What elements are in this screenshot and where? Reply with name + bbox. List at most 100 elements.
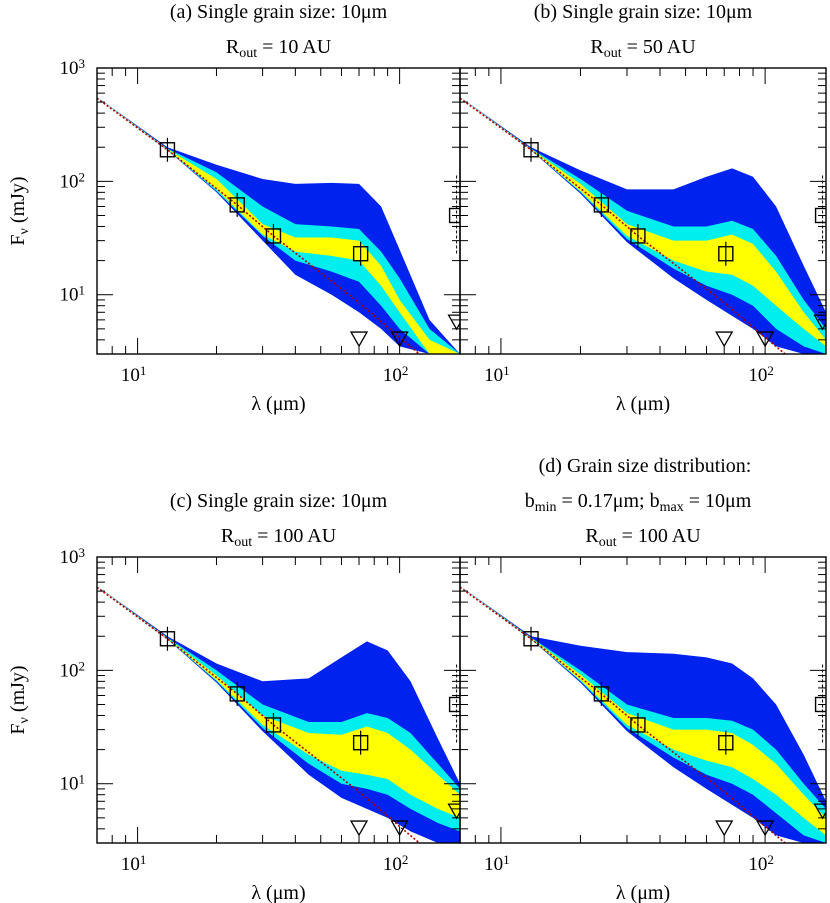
upper-limit	[715, 331, 734, 348]
upper-limit	[715, 820, 734, 837]
y-tick-label-part: 10	[60, 285, 79, 306]
x-tick-label: 102	[748, 363, 774, 386]
title-line-2-part: R	[585, 525, 599, 547]
x-tick-label: 101	[484, 852, 510, 875]
title-line-1-part: = 10μm	[684, 490, 752, 512]
y-tick-label-part: 2	[79, 170, 86, 185]
x-tick-label-part: 10	[383, 854, 402, 875]
ticks	[459, 556, 826, 844]
offscale-point	[448, 207, 460, 224]
y-tick-label-part: 10	[60, 774, 79, 795]
x-tick-label: 101	[121, 852, 147, 875]
x-tick-label: 102	[383, 852, 409, 875]
data-point	[523, 631, 539, 647]
y-axis-label-part: ν	[17, 717, 32, 723]
x-axis-label: λ (μm)	[616, 882, 670, 903]
title-line-2-part: = 10 AU	[257, 36, 332, 58]
ticks	[96, 556, 460, 844]
y-tick-label-part: 10	[60, 58, 79, 79]
title-line-1-part: b	[525, 490, 535, 512]
ticks	[459, 67, 826, 355]
panel-frame	[459, 556, 827, 844]
data-point	[593, 686, 610, 702]
y-tick-label-part: 3	[79, 56, 86, 71]
plot-area	[460, 97, 826, 354]
title-line-2-part: out	[239, 46, 257, 61]
x-tick-label-part: 10	[121, 365, 140, 386]
panel-frame	[459, 67, 827, 355]
data-point	[523, 142, 539, 158]
data-point	[159, 631, 176, 647]
x-tick-label-part: 10	[383, 365, 402, 386]
x-tick-label: 101	[484, 363, 510, 386]
y-axis-label-part: ν	[17, 228, 32, 234]
y-axis-label: Fν (mJy)	[7, 665, 32, 734]
x-tick-label-part: 1	[140, 363, 147, 378]
title-line-2: Rout = 100 AU	[585, 525, 701, 550]
x-tick-label-part: 1	[503, 363, 510, 378]
upper-limit	[390, 820, 409, 837]
x-tick-label-part: 2	[402, 852, 409, 867]
x-tick-label: 102	[748, 852, 774, 875]
x-tick-label-part: 10	[484, 854, 503, 875]
title-line-1: (c) Single grain size: 10μm	[170, 490, 388, 512]
plot-area	[460, 586, 826, 843]
title-line-2: Rout = 10 AU	[226, 36, 332, 61]
plot-area	[97, 97, 460, 354]
x-tick-label-part: 2	[767, 363, 774, 378]
ticks	[96, 67, 460, 355]
model-band-cyan	[97, 97, 460, 354]
x-axis-label: λ (μm)	[251, 882, 305, 903]
y-axis-label: Fν (mJy)	[7, 176, 32, 245]
y-tick-label: 102	[60, 659, 86, 682]
title-line-1-part: max	[660, 500, 684, 515]
y-tick-label: 101	[60, 283, 86, 306]
data-point	[630, 717, 646, 733]
upper-limit	[349, 331, 369, 348]
data-point	[718, 735, 734, 751]
x-axis-label: λ (μm)	[251, 393, 305, 415]
x-tick-label-part: 10	[484, 365, 503, 386]
x-tick-label-part: 10	[748, 365, 767, 386]
data-point	[352, 735, 369, 751]
x-tick-label-part: 10	[121, 854, 140, 875]
upper-limit	[755, 820, 775, 837]
y-axis-label-part: (mJy)	[7, 176, 29, 228]
y-axis-label-part: F	[7, 723, 29, 734]
data-point	[352, 246, 369, 262]
upper-limit	[390, 331, 409, 348]
x-tick-label-part: 1	[140, 852, 147, 867]
offscale-point	[814, 696, 826, 713]
upper-limit	[447, 803, 460, 820]
x-tick-label-part: 2	[767, 852, 774, 867]
upper-limit	[447, 314, 460, 331]
data-point	[630, 228, 646, 244]
y-tick-label-part: 10	[60, 547, 79, 568]
title-line-2-part: = 50 AU	[622, 36, 697, 58]
y-tick-label-part: 10	[60, 660, 79, 681]
x-tick-label-part: 1	[503, 852, 510, 867]
x-tick-label: 102	[383, 363, 409, 386]
title-line-1-part: min	[535, 500, 557, 515]
y-axis-label-part: (mJy)	[7, 665, 29, 717]
upper-limit	[349, 820, 369, 837]
y-axis-label-part: F	[7, 234, 29, 245]
y-tick-label-part: 1	[79, 283, 86, 298]
y-tick-label: 101	[60, 772, 86, 795]
title-line-2-part: = 100 AU	[617, 525, 702, 547]
title-line-1: (b) Single grain size: 10μm	[534, 1, 753, 23]
x-tick-label-part: 10	[748, 854, 767, 875]
y-tick-label-part: 2	[79, 659, 86, 674]
offscale-point	[448, 696, 460, 713]
title-line-2-part: out	[599, 535, 617, 550]
title-line-2-part: out	[604, 46, 622, 61]
title-line-2-part: out	[234, 535, 252, 550]
y-tick-label-part: 1	[79, 772, 86, 787]
x-axis-label: λ (μm)	[616, 393, 670, 415]
title-line-2-part: R	[226, 36, 240, 58]
